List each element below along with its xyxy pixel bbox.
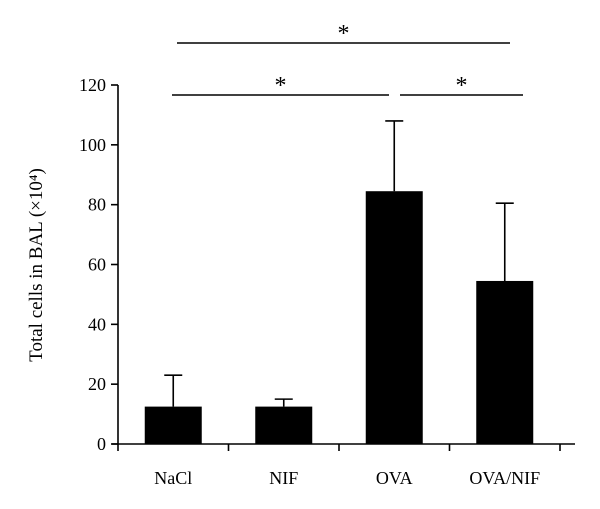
y-tick-label: 100	[79, 135, 106, 155]
category-label: OVA/NIF	[469, 468, 540, 488]
bar	[255, 406, 313, 444]
y-tick-label: 120	[79, 75, 106, 95]
significance-annotations: * * *	[172, 21, 523, 99]
y-axis-title: Total cells in BAL (×10⁴)	[26, 168, 47, 362]
bar	[365, 191, 423, 444]
bars: NaCl NIF OVA OVA/NIF	[144, 120, 540, 488]
category-label: NIF	[269, 468, 298, 488]
category-label: OVA	[376, 468, 413, 488]
y-tick-label: 0	[97, 434, 106, 454]
significance-star: *	[275, 73, 287, 99]
y-tick-label: 80	[88, 195, 106, 215]
y-tick-label: 60	[88, 255, 106, 275]
y-tick-label: 40	[88, 314, 106, 334]
bar	[476, 280, 534, 444]
bar	[144, 406, 202, 444]
significance-star: *	[338, 21, 350, 47]
category-label: NaCl	[154, 468, 192, 488]
y-tick-label: 20	[88, 374, 106, 394]
significance-star: *	[456, 73, 468, 99]
